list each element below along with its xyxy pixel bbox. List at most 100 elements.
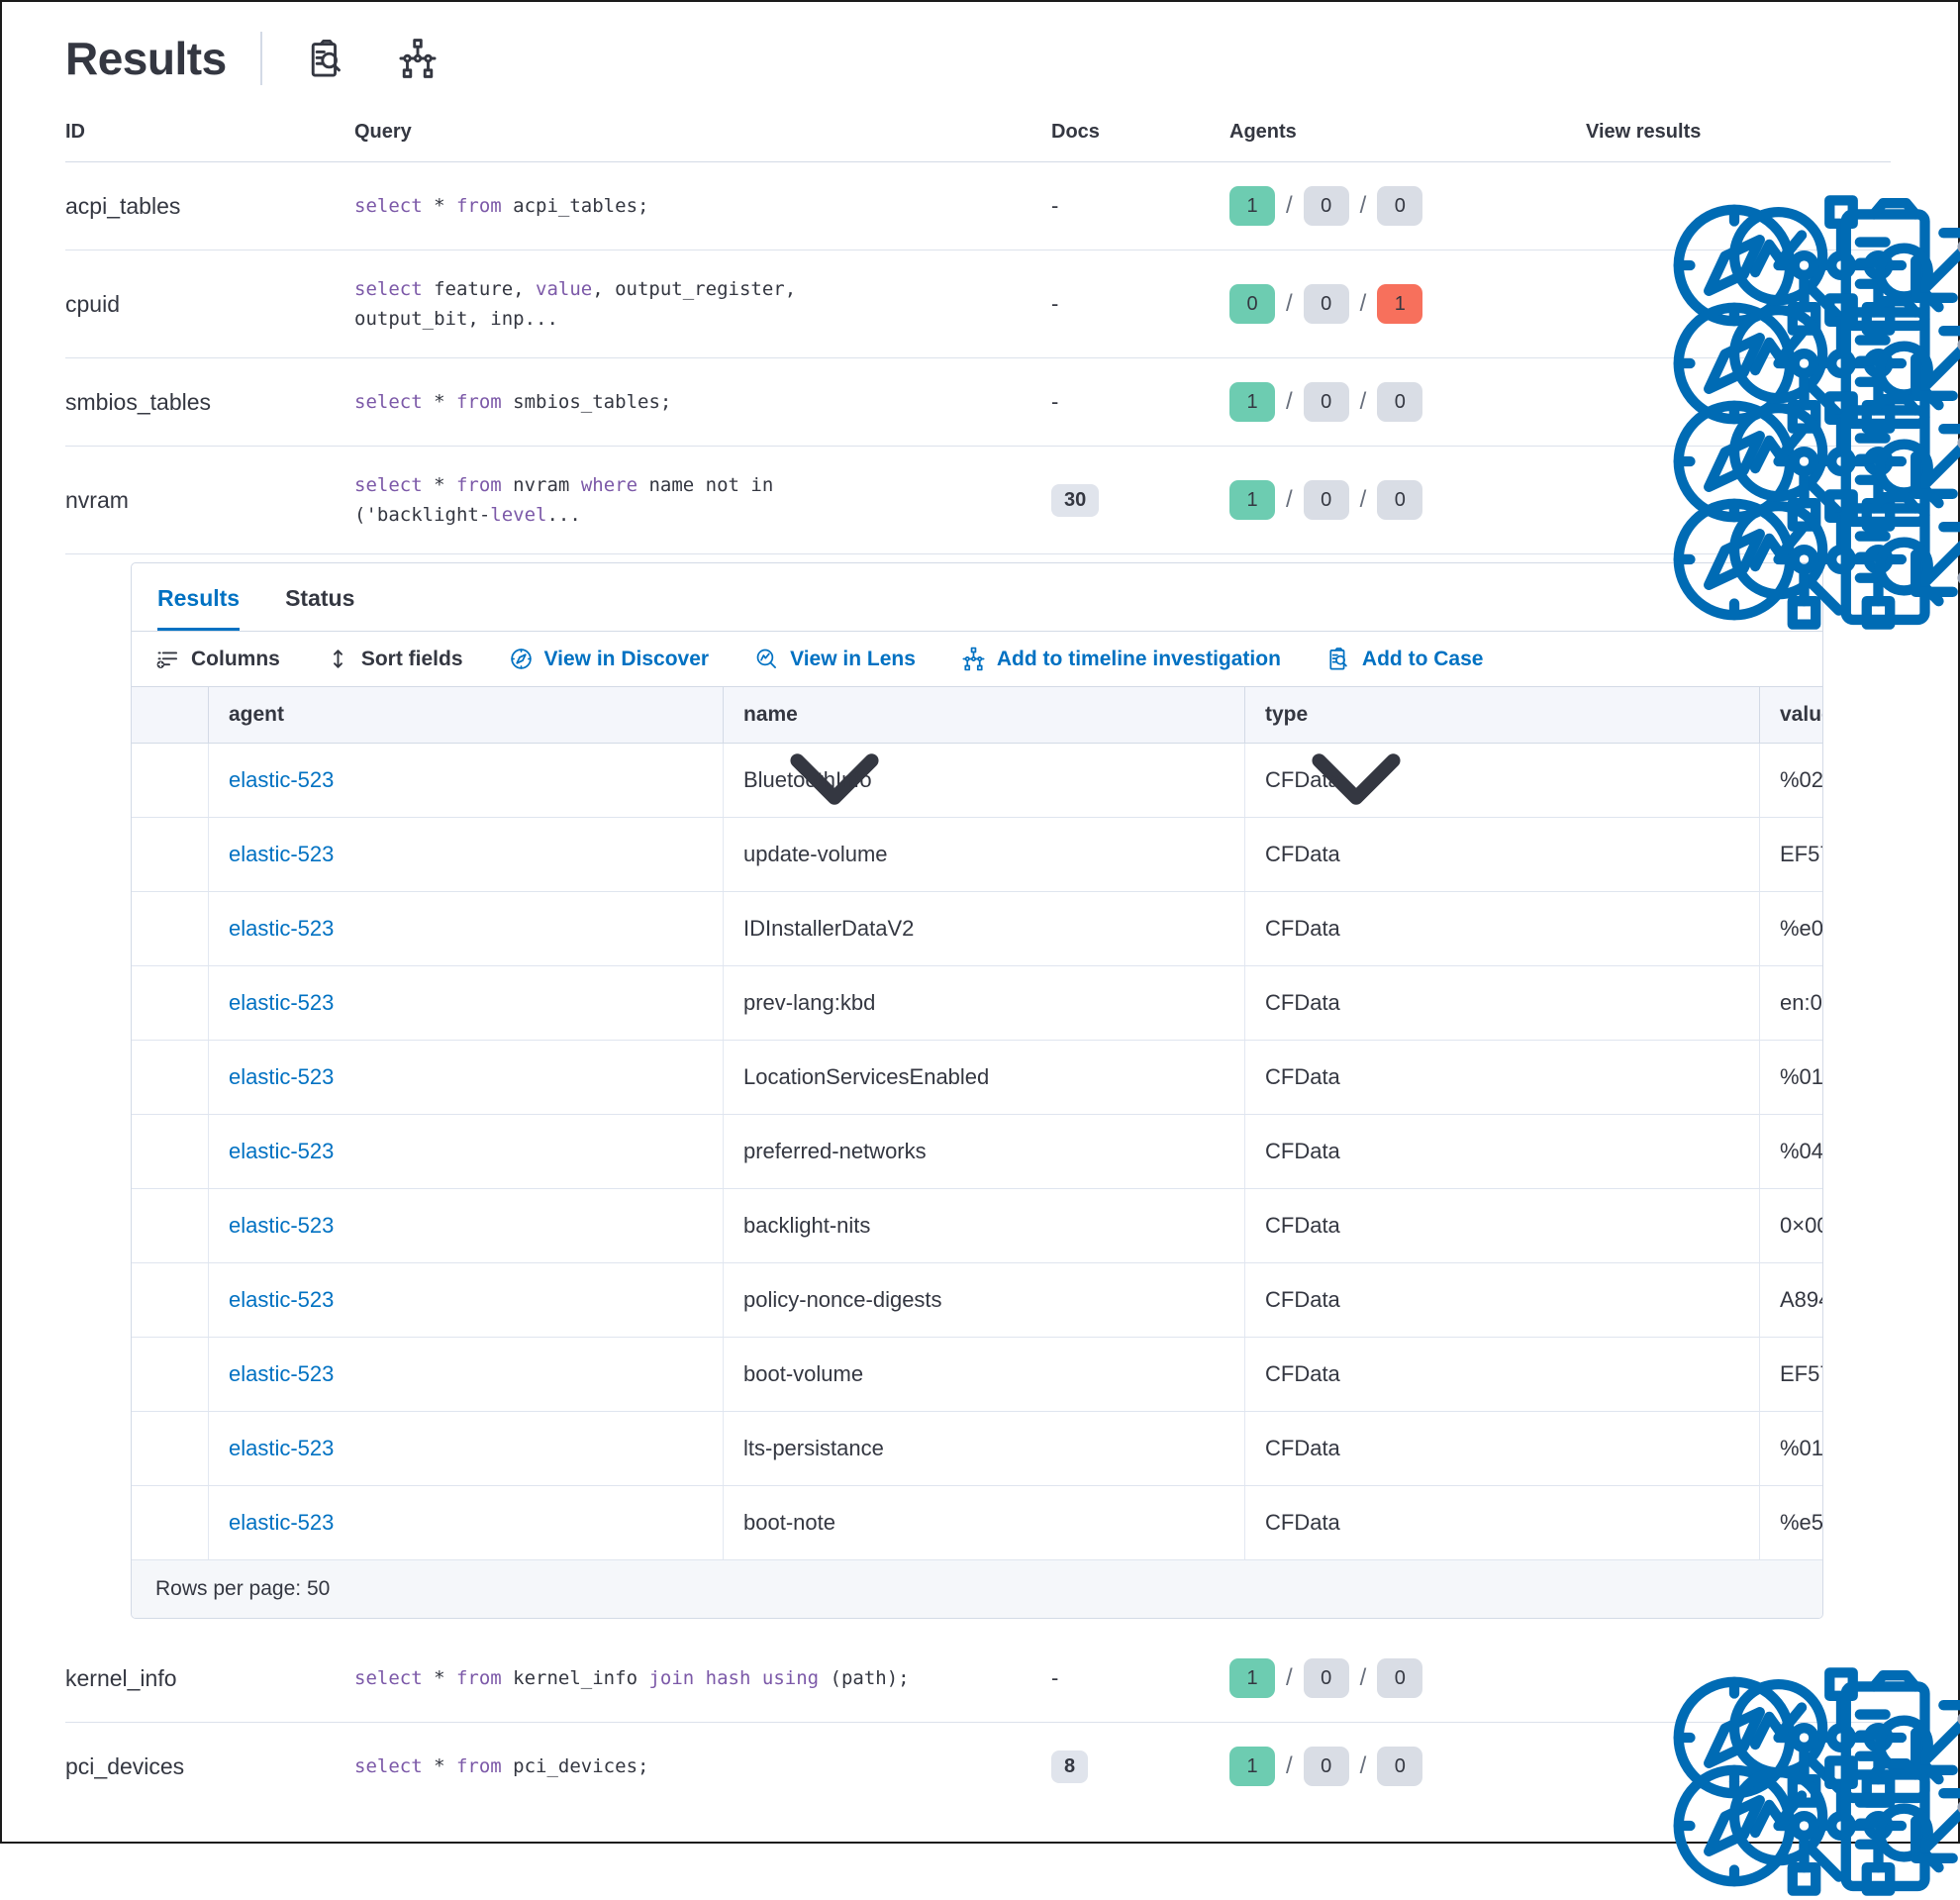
agent-link[interactable]: elastic-523 (229, 1436, 335, 1460)
view-in-discover-icon[interactable] (1586, 289, 1617, 320)
chevron-down-icon[interactable] (340, 1578, 361, 1600)
query-id: smbios_tables (65, 388, 212, 415)
view-in-lens-icon[interactable] (1639, 1663, 1670, 1694)
row-expand-chevron-icon[interactable] (1853, 1751, 1884, 1782)
grid-header-name[interactable]: name (723, 687, 1244, 743)
add-to-case-icon[interactable] (306, 38, 347, 79)
docs-count: 30 (1051, 483, 1100, 517)
add-to-case-icon[interactable] (1746, 191, 1777, 222)
add-to-timeline-icon[interactable] (1693, 387, 1723, 418)
agent-link[interactable]: elastic-523 (229, 1287, 335, 1312)
query-sql: select * from kernel_info join hash usin… (354, 1667, 910, 1689)
add-to-timeline-icon[interactable] (1693, 1751, 1723, 1782)
timeline-icon[interactable] (155, 915, 184, 944)
grid-row: elastic-523 policy-nonce-digests CFData … (132, 1263, 1822, 1338)
row-expand-chevron-icon[interactable] (1853, 387, 1884, 418)
expand-icon[interactable] (1800, 1751, 1830, 1782)
add-to-case-icon[interactable] (1746, 485, 1777, 516)
add-to-timeline-icon[interactable] (1693, 485, 1723, 516)
agent-link[interactable]: elastic-523 (229, 1139, 335, 1163)
query-sql: select * from nvram where name not in ('b… (354, 474, 774, 526)
timeline-icon[interactable] (155, 841, 184, 869)
add-to-timeline-icon[interactable] (1693, 1663, 1723, 1694)
grid-header-type[interactable]: type (1244, 687, 1759, 743)
timeline-icon[interactable] (155, 766, 184, 795)
value-cell: %04 %05 %0b (1759, 1115, 1822, 1188)
row-expand-chevron-icon[interactable] (1853, 1663, 1884, 1694)
docs-cell: - (1051, 389, 1229, 415)
rows-per-page-label[interactable]: Rows per page: 50 (155, 1577, 330, 1601)
row-expand-chevron-icon[interactable] (1853, 191, 1884, 222)
chevron-down-icon[interactable] (686, 705, 707, 726)
agent-link[interactable]: elastic-523 (229, 842, 335, 866)
agents-success-badge: 1 (1229, 382, 1275, 422)
timeline-icon[interactable] (155, 1138, 184, 1166)
expand-icon[interactable] (1800, 289, 1830, 320)
view-in-lens-icon[interactable] (1639, 191, 1670, 222)
add-to-case-icon[interactable] (1746, 387, 1777, 418)
view-in-lens-icon[interactable] (1639, 289, 1670, 320)
columns-button[interactable]: Columns (155, 647, 280, 671)
grid-header-row: agent name type value (132, 687, 1822, 744)
grid-header-value-label: value (1780, 703, 1822, 726)
agent-cell: elastic-523 (208, 1263, 723, 1337)
add-to-case-icon[interactable] (1746, 289, 1777, 320)
view-in-lens-icon[interactable] (1639, 485, 1670, 516)
timeline-icon[interactable] (397, 38, 439, 79)
add-to-case-icon[interactable] (1746, 1663, 1777, 1694)
add-to-timeline-button[interactable]: Add to timeline investigation (961, 647, 1281, 671)
value-cell: 0×008c0000 (1759, 1189, 1822, 1262)
sort-fields-button[interactable]: Sort fields (326, 647, 463, 671)
agent-link[interactable]: elastic-523 (229, 1064, 335, 1089)
view-in-lens-button[interactable]: View in Lens (754, 647, 916, 671)
row-expand-chevron-icon[interactable] (1853, 289, 1884, 320)
expand-icon[interactable] (1800, 387, 1830, 418)
grid-header-value[interactable]: value (1759, 687, 1822, 743)
view-in-lens-icon[interactable] (1639, 387, 1670, 418)
agent-cell: elastic-523 (208, 1412, 723, 1485)
add-to-case-icon[interactable] (1746, 1751, 1777, 1782)
agent-link[interactable]: elastic-523 (229, 1213, 335, 1238)
add-to-timeline-icon[interactable] (1693, 191, 1723, 222)
tab-status[interactable]: Status (285, 585, 355, 611)
add-to-timeline-icon[interactable] (1693, 289, 1723, 320)
agents-success-badge: 0 (1229, 284, 1275, 324)
timeline-icon[interactable] (155, 1435, 184, 1463)
tab-results[interactable]: Results (157, 585, 241, 631)
agent-link[interactable]: elastic-523 (229, 1510, 335, 1535)
grid-header-agent[interactable]: agent (208, 687, 723, 743)
agents-pending-badge: 0 (1303, 284, 1349, 324)
expand-icon[interactable] (1800, 485, 1830, 516)
timeline-icon[interactable] (155, 1212, 184, 1241)
agent-link[interactable]: elastic-523 (229, 767, 335, 792)
view-in-discover-icon[interactable] (1586, 1751, 1617, 1782)
agent-link[interactable]: elastic-523 (229, 916, 335, 941)
timeline-icon[interactable] (155, 1286, 184, 1315)
expand-icon[interactable] (1800, 191, 1830, 222)
timeline-icon[interactable] (155, 1509, 184, 1538)
timeline-icon[interactable] (155, 989, 184, 1018)
view-in-discover-icon[interactable] (1586, 387, 1617, 418)
view-in-discover-icon[interactable] (1586, 485, 1617, 516)
rows-per-page-text: Rows per page: (155, 1577, 302, 1600)
view-in-lens-icon[interactable] (1639, 1751, 1670, 1782)
agent-link[interactable]: elastic-523 (229, 1361, 335, 1386)
row-expand-chevron-icon[interactable] (1853, 485, 1884, 516)
timeline-icon[interactable] (155, 1063, 184, 1092)
agents-separator: / (1286, 1664, 1293, 1691)
name-cell: lts-persistance (723, 1412, 1244, 1485)
expand-icon[interactable] (1800, 1663, 1830, 1694)
timeline-icon[interactable] (155, 1360, 184, 1389)
row-action-cell (132, 818, 208, 891)
view-in-discover-icon[interactable] (1586, 1663, 1617, 1694)
chevron-down-icon[interactable] (1208, 705, 1228, 726)
query-row: acpi_tables select * from acpi_tables; -… (65, 162, 1891, 250)
sort-fields-label: Sort fields (360, 647, 463, 670)
view-in-discover-icon[interactable] (1586, 191, 1617, 222)
agent-link[interactable]: elastic-523 (229, 990, 335, 1015)
grid-row: elastic-523 preferred-networks CFData %0… (132, 1115, 1822, 1189)
add-to-case-button[interactable]: Add to Case (1326, 647, 1483, 671)
view-in-discover-button[interactable]: View in Discover (509, 647, 709, 671)
docs-count: - (1051, 193, 1059, 218)
chevron-down-icon[interactable] (1722, 705, 1743, 726)
